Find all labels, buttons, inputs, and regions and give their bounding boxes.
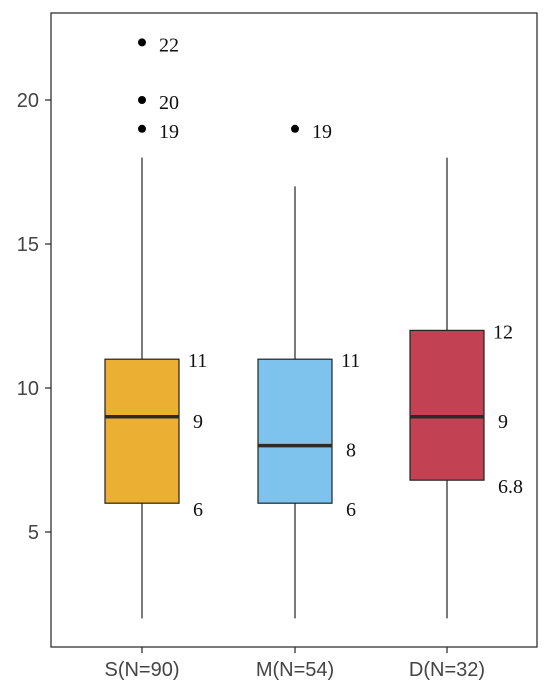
outlier-point (291, 124, 299, 133)
outlier-label: 22 (159, 34, 179, 56)
box-body (409, 329, 485, 481)
outlier-label: 19 (159, 121, 179, 143)
outlier-label: 20 (159, 92, 179, 114)
q1-label: 6.8 (498, 476, 523, 498)
box-group: 11 8 6 19 (257, 121, 360, 619)
boxes: 11 9 6 19 20 22 11 8 6 19 12 9 6.8 (104, 34, 523, 619)
outlier-point (138, 38, 146, 47)
box-group: 12 9 6.8 (409, 157, 523, 619)
box-group: 11 9 6 19 20 22 (104, 34, 207, 619)
x-tick-label: D(N=32) (409, 659, 485, 681)
x-tick-label: S(N=90) (104, 659, 179, 681)
y-tick-label: 15 (17, 234, 39, 256)
median-label: 8 (346, 440, 356, 462)
y-axis: 5 10 15 20 (17, 90, 51, 544)
outlier-point (138, 96, 146, 104)
y-tick-label: 10 (17, 378, 39, 400)
q3-label: 11 (341, 350, 360, 372)
q3-label: 12 (493, 321, 513, 343)
x-tick-label: M(N=54) (256, 659, 334, 681)
box-body (104, 358, 180, 504)
q1-label: 6 (193, 499, 203, 521)
y-tick-label: 20 (17, 90, 39, 112)
median-label: 9 (498, 411, 508, 433)
median-label: 9 (193, 411, 203, 433)
outlier-point (138, 124, 146, 133)
x-axis: S(N=90) M(N=54) D(N=32) (104, 647, 485, 681)
box-body (257, 358, 333, 504)
q1-label: 6 (346, 499, 356, 521)
q3-label: 11 (188, 350, 207, 372)
outlier-label: 19 (312, 121, 332, 143)
y-tick-label: 5 (28, 522, 39, 544)
